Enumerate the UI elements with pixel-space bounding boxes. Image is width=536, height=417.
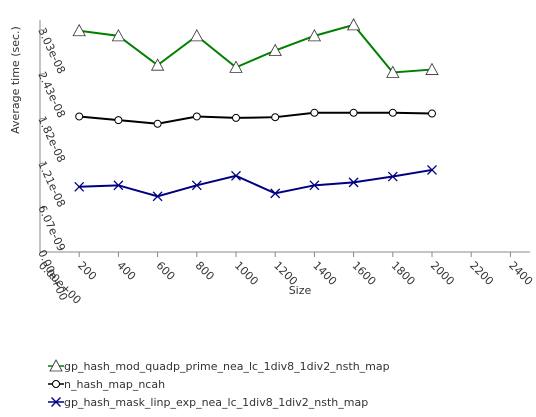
data-point [231, 170, 241, 181]
data-point [113, 180, 124, 191]
series-layer [72, 18, 439, 202]
x-tick-label: 1400 [310, 259, 339, 288]
data-point [428, 109, 436, 118]
data-point [74, 181, 85, 192]
x-tick-label: 1800 [389, 259, 418, 288]
x-tick-label: 800 [193, 259, 217, 283]
data-point [190, 29, 204, 42]
series-line [79, 23, 433, 74]
data-point [386, 65, 400, 78]
series-1 [72, 18, 439, 78]
legend-item: gp_hash_mod_quadp_prime_nea_lc_1div8_1di… [48, 359, 390, 373]
x-tick-label: 2000 [428, 259, 457, 288]
x-tick-label: 2400 [506, 259, 535, 288]
data-point [72, 23, 86, 37]
data-point [388, 108, 397, 117]
data-point [152, 191, 163, 202]
data-point [349, 108, 358, 117]
legend-marker [52, 380, 60, 388]
series-2 [75, 108, 436, 128]
y-tick-label: 0.00e+00 [35, 248, 70, 303]
x-axis-title: Size [289, 284, 312, 297]
data-point [307, 29, 322, 42]
legend-marker [51, 397, 61, 407]
x-tick-label: 1600 [349, 259, 378, 288]
data-point [111, 29, 126, 42]
data-point [191, 180, 202, 191]
y-axis-title: Average time (sec.) [9, 26, 22, 134]
data-point [153, 119, 162, 128]
data-point [270, 188, 281, 199]
x-tick-label: 1000 [232, 259, 261, 288]
data-point [387, 171, 398, 182]
axes [39, 20, 530, 253]
legend: gp_hash_mod_quadp_prime_nea_lc_1div8_1di… [48, 359, 390, 409]
data-point [268, 43, 282, 56]
data-point [427, 164, 437, 175]
x-tick-label: 200 [75, 259, 99, 283]
data-point [192, 112, 201, 121]
legend-item: gp_hash_mask_linp_exp_nea_lc_1div8_1div2… [48, 396, 368, 409]
data-point [150, 58, 165, 71]
data-point [229, 60, 243, 73]
data-point [114, 116, 123, 125]
legend-label: n_hash_map_ncah [64, 378, 165, 391]
legend-label: gp_hash_mask_linp_exp_nea_lc_1div8_1div2… [64, 396, 368, 409]
data-point [348, 177, 359, 188]
legend-marker [49, 359, 63, 372]
x-tick-label: 600 [153, 259, 177, 283]
series-line [79, 168, 433, 198]
x-tick-label: 2200 [467, 259, 496, 288]
data-point [425, 62, 439, 75]
y-ticks: 0.00e+006.07e-091.21e-081.82e-082.43e-08… [35, 26, 70, 303]
data-point [346, 18, 361, 31]
data-point [271, 113, 280, 122]
x-tick-label: 400 [114, 259, 138, 283]
series-line [79, 111, 433, 125]
legend-label: gp_hash_mod_quadp_prime_nea_lc_1div8_1di… [64, 360, 390, 373]
legend-item: n_hash_map_ncah [48, 378, 165, 391]
series-3 [74, 164, 437, 202]
data-point [310, 108, 319, 117]
data-point [232, 113, 240, 122]
data-point [75, 112, 84, 121]
data-point [309, 180, 320, 191]
x-ticks: 200 400 600 800 1000 1200 1400 1600 1800 2000 2200… [36, 252, 535, 307]
